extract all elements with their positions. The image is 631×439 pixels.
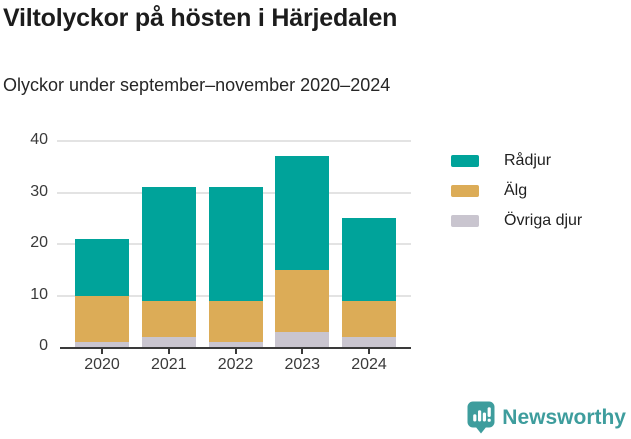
bar-segment-Övriga djur (141, 336, 196, 347)
x-axis-category: 2023 (275, 349, 329, 374)
newsworthy-logo-text: Newsworthy (502, 405, 626, 429)
bar-segment-Älg (208, 300, 263, 342)
x-axis-label: 2022 (217, 356, 254, 373)
legend-label: Älg (504, 182, 528, 199)
axis-tick (101, 349, 103, 354)
x-axis-label: 2020 (84, 356, 120, 373)
x-axis-label: 2021 (150, 356, 187, 373)
page-title: Viltolyckor på hösten i Härjedalen (3, 4, 398, 32)
x-axis-label: 2024 (351, 356, 387, 373)
legend-label: Övriga djur (504, 212, 583, 229)
axis-tick (301, 349, 304, 354)
bar-2022 (208, 141, 263, 347)
bar-2020 (75, 141, 129, 347)
bar-segment-Rådjur (141, 187, 196, 301)
bar-segment-Rådjur (75, 238, 129, 296)
bar-segment-Övriga djur (75, 341, 129, 347)
bar-chart-speech-bubble-icon (467, 401, 495, 434)
newsworthy-brand: Newsworthy (467, 401, 626, 434)
bar-segment-Övriga djur (275, 331, 330, 347)
bars-row (60, 141, 411, 347)
x-axis-label: 2023 (284, 356, 321, 373)
y-axis-tick-label: 20 (30, 234, 48, 251)
x-axis-category: 2020 (75, 349, 129, 374)
x-axis-category: 2024 (342, 349, 396, 374)
x-axis-category: 2022 (209, 349, 263, 374)
y-axis-tick-label: 40 (30, 131, 48, 148)
bar-segment-Älg (75, 295, 129, 342)
axis-tick (167, 349, 170, 354)
chart-legend: Rådjur Älg Övriga djur (451, 146, 582, 236)
bar-2024 (342, 141, 396, 347)
bar-segment-Rådjur (275, 156, 330, 270)
bar-segment-Övriga djur (342, 336, 396, 347)
y-axis-tick-label: 10 (30, 285, 48, 303)
bar-segment-Älg (342, 300, 396, 337)
gridline (57, 140, 411, 142)
legend-label: Rådjur (504, 152, 552, 169)
bar-segment-Älg (141, 300, 196, 337)
y-axis-tick-label: 30 (30, 182, 48, 200)
bar-segment-Rådjur (342, 218, 396, 301)
legend-swatch (451, 215, 479, 227)
y-axis-labels: 0 10 20 30 40 (0, 131, 48, 354)
plot-area (57, 140, 411, 349)
axis-tick (234, 349, 237, 354)
chart-subtitle: Olyckor under september–november 2020–20… (3, 75, 391, 95)
legend-swatch (451, 155, 479, 167)
legend-swatch (451, 185, 479, 197)
bar-2023 (275, 141, 330, 347)
x-axis: 2020 2021 2022 2023 2024 (60, 349, 411, 374)
bar-segment-Rådjur (208, 187, 263, 301)
bar-segment-Älg (275, 269, 330, 332)
legend-item: Övriga djur (451, 206, 582, 236)
x-axis-category: 2021 (142, 349, 196, 374)
y-axis-tick-label: 0 (39, 337, 48, 354)
bar-segment-Övriga djur (208, 341, 263, 347)
axis-tick (368, 349, 370, 354)
legend-item: Älg (451, 176, 582, 206)
bar-2021 (141, 141, 196, 347)
legend-item: Rådjur (451, 146, 582, 176)
